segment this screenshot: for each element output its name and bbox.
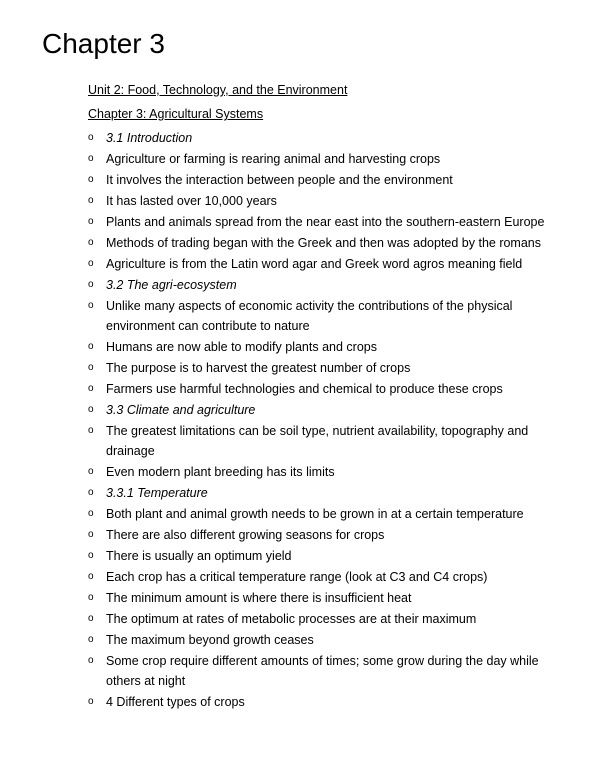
outline-item: 3.3.1 Temperature xyxy=(88,483,553,503)
outline-item: Even modern plant breeding has its limit… xyxy=(88,462,553,482)
outline-item: Some crop require different amounts of t… xyxy=(88,651,553,691)
outline-item: The maximum beyond growth ceases xyxy=(88,630,553,650)
outline-item-text: Methods of trading began with the Greek … xyxy=(106,236,541,250)
outline-item-text: Each crop has a critical temperature ran… xyxy=(106,570,487,584)
outline-item-text: Agriculture or farming is rearing animal… xyxy=(106,152,440,166)
outline-item: 3.2 The agri-ecosystem xyxy=(88,275,553,295)
outline-item-text: Plants and animals spread from the near … xyxy=(106,215,544,229)
outline-item-text: The minimum amount is where there is ins… xyxy=(106,591,411,605)
outline-item: Both plant and animal growth needs to be… xyxy=(88,504,553,524)
outline-item: The minimum amount is where there is ins… xyxy=(88,588,553,608)
outline-item: The purpose is to harvest the greatest n… xyxy=(88,358,553,378)
outline-item: There is usually an optimum yield xyxy=(88,546,553,566)
outline-item-text: 4 Different types of crops xyxy=(106,695,245,709)
outline-item-text: Agriculture is from the Latin word agar … xyxy=(106,257,522,271)
outline-item-text: The purpose is to harvest the greatest n… xyxy=(106,361,410,375)
outline-item: Unlike many aspects of economic activity… xyxy=(88,296,553,336)
outline-item-text: Humans are now able to modify plants and… xyxy=(106,340,377,354)
outline-item: It involves the interaction between peop… xyxy=(88,170,553,190)
outline-item-text: There is usually an optimum yield xyxy=(106,549,292,563)
unit-heading: Unit 2: Food, Technology, and the Enviro… xyxy=(88,80,553,100)
outline-item: 3.3 Climate and agriculture xyxy=(88,400,553,420)
outline-item-text: Unlike many aspects of economic activity… xyxy=(106,299,512,333)
outline-item-text: There are also different growing seasons… xyxy=(106,528,384,542)
outline-item: Farmers use harmful technologies and che… xyxy=(88,379,553,399)
outline-item-text: 3.3 Climate and agriculture xyxy=(106,403,255,417)
page-title: Chapter 3 xyxy=(42,28,553,60)
outline-item-text: It involves the interaction between peop… xyxy=(106,173,453,187)
outline-item: It has lasted over 10,000 years xyxy=(88,191,553,211)
chapter-heading: Chapter 3: Agricultural Systems xyxy=(88,104,553,124)
outline-item: Plants and animals spread from the near … xyxy=(88,212,553,232)
outline-item: The optimum at rates of metabolic proces… xyxy=(88,609,553,629)
outline-item-text: 3.2 The agri-ecosystem xyxy=(106,278,237,292)
outline-item: The greatest limitations can be soil typ… xyxy=(88,421,553,461)
outline-item-text: The optimum at rates of metabolic proces… xyxy=(106,612,476,626)
outline-item: 4 Different types of crops xyxy=(88,692,553,712)
outline-item: Humans are now able to modify plants and… xyxy=(88,337,553,357)
outline-item-text: Some crop require different amounts of t… xyxy=(106,654,539,688)
outline-item: Agriculture is from the Latin word agar … xyxy=(88,254,553,274)
outline-item: Each crop has a critical temperature ran… xyxy=(88,567,553,587)
outline-item: There are also different growing seasons… xyxy=(88,525,553,545)
outline-item-text: The maximum beyond growth ceases xyxy=(106,633,314,647)
outline-item-text: The greatest limitations can be soil typ… xyxy=(106,424,528,458)
outline-item-text: Even modern plant breeding has its limit… xyxy=(106,465,335,479)
outline-item-text: 3.1 Introduction xyxy=(106,131,192,145)
outline-item-text: 3.3.1 Temperature xyxy=(106,486,208,500)
outline-item: 3.1 Introduction xyxy=(88,128,553,148)
outline-item-text: Both plant and animal growth needs to be… xyxy=(106,507,524,521)
outline-item: Methods of trading began with the Greek … xyxy=(88,233,553,253)
outline-item: Agriculture or farming is rearing animal… xyxy=(88,149,553,169)
document-content: Unit 2: Food, Technology, and the Enviro… xyxy=(42,80,553,712)
outline-item-text: It has lasted over 10,000 years xyxy=(106,194,277,208)
outline-list: 3.1 Introduction Agriculture or farming i… xyxy=(88,128,553,712)
outline-item-text: Farmers use harmful technologies and che… xyxy=(106,382,503,396)
